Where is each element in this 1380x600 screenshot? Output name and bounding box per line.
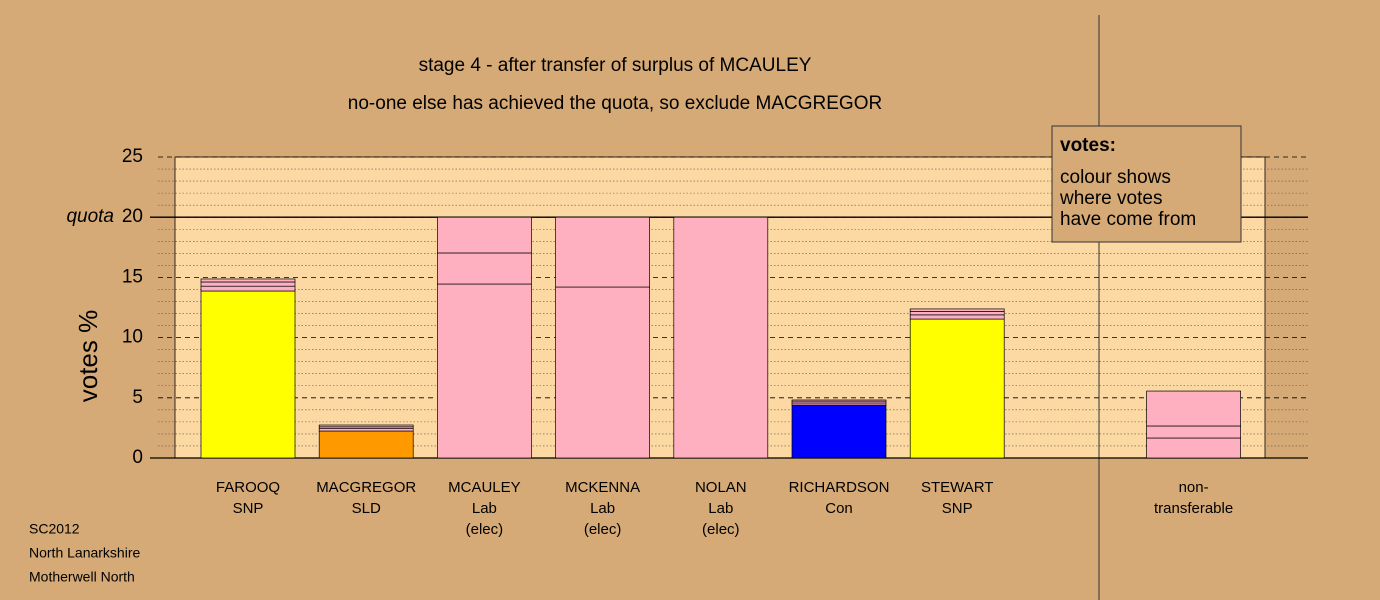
bar-segment: [1146, 425, 1241, 439]
x-tick-label: SNP: [233, 500, 264, 517]
x-tick-label: STEWART: [921, 479, 994, 496]
x-tick-label: (elec): [466, 521, 504, 538]
x-tick-label: SLD: [352, 500, 381, 517]
y-tick-label: 0: [132, 447, 143, 468]
bar-segment: [318, 430, 414, 459]
bar-segment: [318, 424, 414, 428]
x-tick-label: MCKENNA: [565, 479, 640, 496]
bar-segment: [555, 286, 650, 459]
quota-label: quota: [66, 206, 114, 227]
y-tick-label: 5: [132, 387, 143, 408]
chart-subtitle: no-one else has achieved the quota, so e…: [348, 93, 882, 114]
x-tick-label: non-: [1179, 479, 1209, 496]
bar-segment: [555, 216, 650, 288]
footer-text: North Lanarkshire: [29, 545, 140, 561]
bar-segment: [1146, 437, 1241, 459]
y-axis-label: votes %: [73, 310, 103, 403]
bar-segment: [791, 399, 887, 402]
x-tick-label: RICHARDSON: [789, 479, 890, 496]
note-box: votes: colour shows where votes have com…: [1051, 125, 1242, 243]
bar-segment: [791, 404, 887, 459]
bar-segment: [1146, 390, 1241, 427]
x-tick-label: FAROOQ: [216, 479, 280, 496]
y-tick-label: 15: [122, 266, 143, 287]
x-tick-label: (elec): [702, 521, 740, 538]
bar-segment: [673, 216, 769, 459]
bar-segment: [909, 318, 1005, 459]
plot: 0 5 10 15 20 25 quota FAROOQ SNP MACGREGOR SLD MCAU…: [66, 146, 1308, 538]
note-line: where votes: [1059, 188, 1162, 209]
bar-segment: [200, 281, 296, 287]
y-tick-label: 10: [122, 327, 143, 348]
note-heading: votes:: [1060, 135, 1116, 156]
bar-segment: [909, 308, 1005, 312]
y-tick-label: 25: [122, 146, 143, 167]
x-tick-label: Lab: [590, 500, 615, 517]
bar-segment: [909, 314, 1005, 320]
note-frame: [1051, 125, 1242, 243]
x-tick-label: MACGREGOR: [316, 479, 416, 496]
x-tick-label: MCAULEY: [448, 479, 521, 496]
bar-segment: [200, 285, 296, 292]
bar-segment: [437, 283, 532, 459]
x-tick-label: transferable: [1154, 500, 1233, 517]
bar-segment: [437, 252, 532, 285]
x-tick-label: SNP: [942, 500, 973, 517]
bar-segment: [909, 311, 1005, 316]
note-line: have come from: [1060, 209, 1196, 230]
x-tick-label: (elec): [584, 521, 622, 538]
bar-segment: [318, 428, 414, 432]
x-tick-label: Lab: [708, 500, 733, 517]
x-tick-label: Con: [825, 500, 853, 517]
x-tick-label: NOLAN: [695, 479, 747, 496]
footer-text: Motherwell North: [29, 569, 135, 585]
chart-title: stage 4 - after transfer of surplus of M…: [419, 55, 812, 76]
x-tick-label: Lab: [472, 500, 497, 517]
bar-segment: [437, 216, 532, 254]
bar-segment: [200, 278, 296, 283]
footer-text: SC2012: [29, 521, 80, 537]
y-tick-label: 20: [122, 206, 143, 227]
note-line: colour shows: [1060, 167, 1171, 188]
bar-segment: [200, 290, 296, 459]
